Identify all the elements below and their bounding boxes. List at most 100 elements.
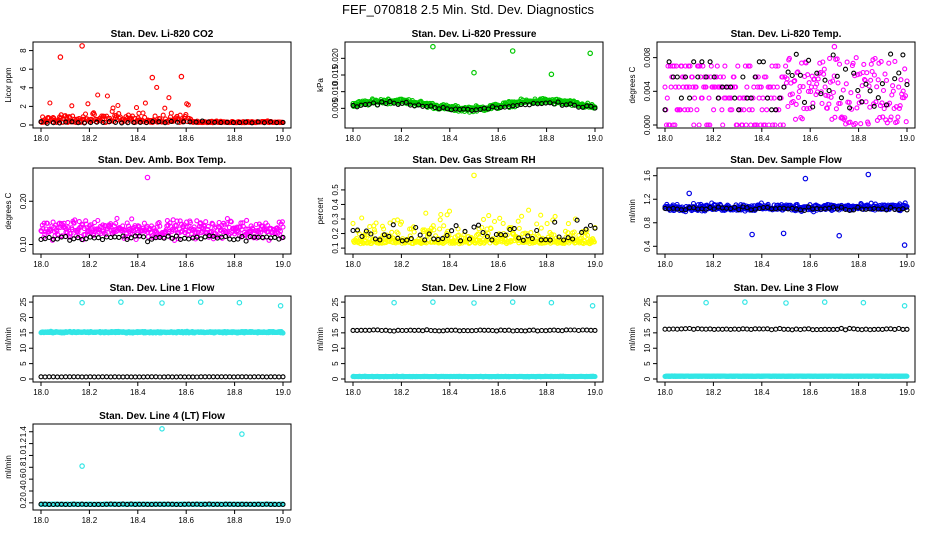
data-point bbox=[119, 120, 125, 126]
x-tick-label: 18.0 bbox=[345, 260, 361, 269]
data-point bbox=[890, 83, 896, 89]
data-point bbox=[767, 84, 773, 90]
data-point bbox=[67, 237, 73, 243]
data-point bbox=[50, 219, 56, 225]
data-point bbox=[71, 220, 77, 226]
data-point bbox=[780, 74, 786, 80]
data-point bbox=[438, 211, 444, 218]
data-point bbox=[789, 91, 795, 97]
data-point bbox=[142, 114, 148, 120]
outlier-point bbox=[901, 302, 908, 309]
data-point bbox=[101, 113, 107, 119]
data-point bbox=[673, 84, 679, 90]
outlier-point bbox=[471, 300, 477, 306]
data-point bbox=[171, 227, 177, 233]
data-point bbox=[354, 327, 360, 333]
data-point bbox=[826, 101, 832, 107]
data-point bbox=[372, 229, 378, 235]
data-point bbox=[898, 77, 904, 83]
data-point bbox=[526, 102, 532, 108]
data-point bbox=[481, 327, 487, 333]
data-point bbox=[437, 217, 443, 223]
data-point bbox=[707, 204, 713, 211]
x-tick-label: 18.2 bbox=[82, 516, 98, 525]
data-point bbox=[692, 95, 698, 101]
data-point bbox=[510, 328, 516, 334]
data-point bbox=[830, 52, 836, 58]
y-tick-label: 0.000 bbox=[643, 114, 652, 135]
data-point bbox=[820, 59, 826, 65]
data-point bbox=[672, 122, 678, 127]
y-tick-label: 6 bbox=[19, 66, 28, 71]
data-point bbox=[777, 95, 783, 101]
data-point bbox=[877, 115, 883, 121]
series-selected bbox=[662, 325, 910, 333]
data-point bbox=[696, 122, 702, 127]
data-point bbox=[485, 230, 491, 236]
data-point bbox=[662, 326, 668, 332]
x-tick-label: 18.8 bbox=[851, 260, 867, 269]
data-point bbox=[790, 98, 796, 105]
data-point bbox=[491, 218, 498, 225]
y-tick-label: 1.4 bbox=[19, 426, 28, 438]
data-point bbox=[473, 327, 479, 334]
data-point bbox=[280, 234, 286, 240]
series-all bbox=[38, 174, 286, 243]
data-point bbox=[249, 120, 255, 126]
data-point bbox=[243, 238, 249, 244]
y-axis-label: kPa bbox=[316, 78, 325, 92]
y-tick-label: 0.004 bbox=[643, 81, 652, 102]
x-tick-label: 18.4 bbox=[442, 388, 458, 397]
data-point bbox=[142, 100, 148, 106]
data-point bbox=[99, 374, 106, 380]
data-point bbox=[875, 95, 881, 101]
data-point bbox=[795, 94, 802, 100]
data-point bbox=[153, 374, 159, 380]
data-point bbox=[428, 327, 434, 334]
data-point bbox=[722, 63, 728, 69]
data-point bbox=[822, 326, 828, 332]
data-point bbox=[198, 236, 204, 242]
data-point bbox=[588, 103, 594, 109]
data-point bbox=[867, 327, 873, 333]
data-point bbox=[264, 374, 270, 380]
data-point bbox=[423, 210, 429, 216]
data-point bbox=[497, 215, 503, 221]
data-point bbox=[805, 88, 811, 94]
data-point bbox=[777, 122, 783, 127]
outlier-point bbox=[548, 299, 555, 306]
x-tick-label: 19.0 bbox=[275, 388, 291, 397]
data-point bbox=[64, 114, 70, 120]
data-point bbox=[735, 63, 741, 69]
data-point bbox=[381, 232, 387, 238]
data-point bbox=[871, 326, 877, 332]
data-point bbox=[849, 63, 855, 69]
data-point bbox=[828, 94, 834, 100]
data-point bbox=[173, 233, 179, 239]
data-point bbox=[205, 119, 212, 125]
data-point bbox=[769, 327, 775, 333]
points-layer bbox=[38, 174, 286, 245]
data-point bbox=[736, 207, 742, 213]
data-point bbox=[707, 122, 713, 127]
data-point bbox=[797, 327, 803, 333]
data-point bbox=[883, 326, 890, 332]
data-point bbox=[239, 374, 245, 380]
data-point bbox=[852, 121, 858, 127]
data-point bbox=[851, 207, 857, 213]
data-point bbox=[440, 236, 446, 242]
data-point bbox=[570, 236, 576, 242]
data-point bbox=[682, 326, 689, 332]
data-point bbox=[806, 80, 812, 86]
data-point bbox=[729, 84, 736, 90]
data-point bbox=[740, 74, 746, 80]
data-point bbox=[869, 68, 875, 75]
data-point bbox=[775, 63, 781, 69]
data-point bbox=[149, 374, 155, 380]
data-point bbox=[793, 51, 799, 57]
data-point bbox=[224, 221, 230, 227]
data-point bbox=[253, 221, 259, 228]
data-point bbox=[395, 230, 401, 237]
